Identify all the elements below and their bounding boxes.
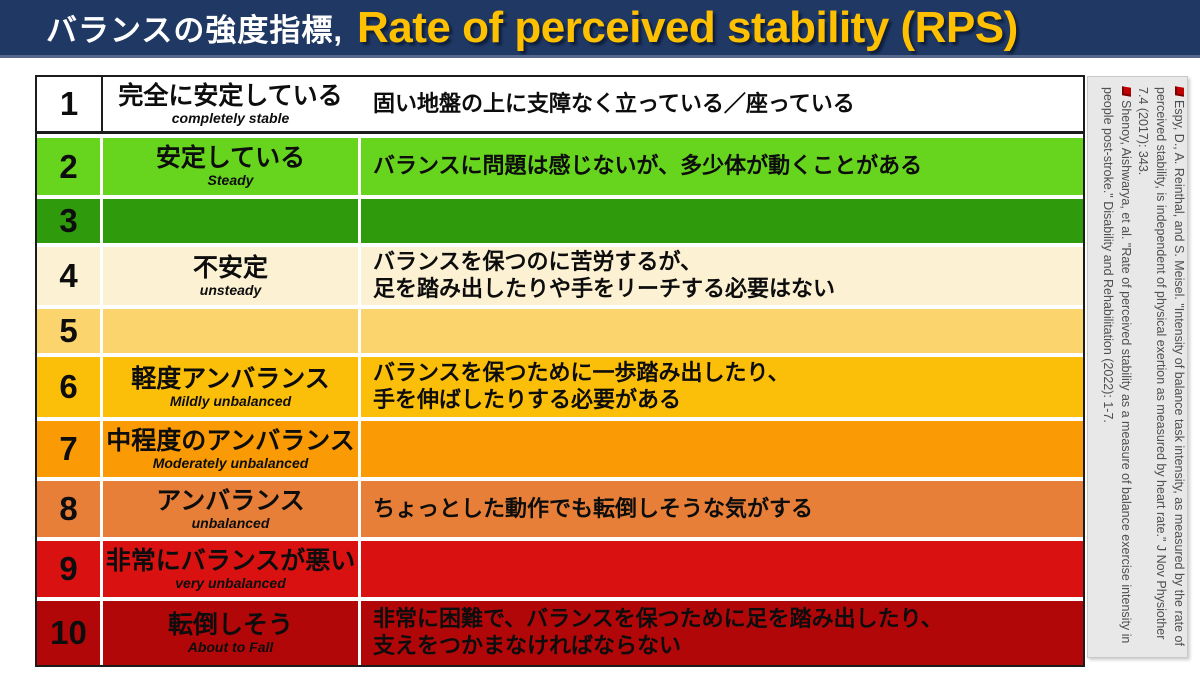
row-description: [361, 199, 1083, 243]
table-row: 5: [37, 309, 1083, 353]
citation-sidebar: Espy, D., A. Reinthal, and S. Meisel. "I…: [1087, 76, 1188, 658]
citation-bullet-icon: [1174, 86, 1184, 97]
row-score: 8: [37, 481, 103, 537]
page-title-english: Rate of perceived stability (RPS): [357, 2, 1018, 52]
row-label-jp: 軽度アンバランス: [131, 364, 330, 393]
row-score: 2: [37, 138, 103, 195]
row-description: 固い地盤の上に支障なく立っている／座っている: [373, 90, 855, 116]
row-label-en: About to Fall: [187, 638, 274, 655]
citation-entry: Shenoy, Aishwarya, et al. "Rate of perce…: [1098, 86, 1134, 647]
row-label-en: very unbalanced: [175, 574, 286, 591]
row-score: 5: [37, 309, 103, 353]
row-score: 7: [37, 421, 103, 477]
row-score: 10: [37, 601, 103, 665]
row-description: 非常に困難で、バランスを保つために足を踏み出したり、 支えをつかまなければならな…: [373, 606, 943, 658]
row-description: ちょっとした動作でも転倒しそうな気がする: [373, 495, 814, 521]
row-label-jp: 不安定: [192, 253, 268, 282]
citation-text-block: Espy, D., A. Reinthal, and S. Meisel. "I…: [1089, 86, 1187, 647]
row-label-en: Steady: [207, 172, 254, 189]
row-description: バランスを保つのに苦労するが、 足を踏み出したりや手をリーチする必要はない: [373, 249, 836, 301]
table-row: 8 アンバランス unbalanced ちょっとした動作でも転倒しそうな気がする: [37, 481, 1083, 537]
row-label-jp: アンバランス: [156, 486, 305, 515]
row-label-jp: 完全に安定している: [118, 81, 343, 110]
row-label-en: unbalanced: [191, 514, 270, 531]
table-row: 7 中程度のアンバランス Moderately unbalanced: [37, 421, 1083, 477]
row-label-en: completely stable: [171, 109, 290, 126]
citation-bullet-icon: [1121, 86, 1131, 97]
row-label-cell: 軽度アンバランス Mildly unbalanced: [103, 357, 361, 417]
row-description: [361, 309, 1083, 353]
row-label-en: unsteady: [199, 281, 262, 298]
row-label-cell: 転倒しそう About to Fall: [103, 601, 361, 665]
rps-table: 1 完全に安定している completely stable 固い地盤の上に支障な…: [35, 75, 1085, 667]
row-label-cell: 中程度のアンバランス Moderately unbalanced: [103, 421, 361, 477]
table-row: 6 軽度アンバランス Mildly unbalanced バランスを保つために一…: [37, 357, 1083, 417]
row-label-en: Mildly unbalanced: [169, 392, 292, 409]
row-score: 1: [37, 77, 103, 131]
row-label-cell: 不安定 unsteady: [103, 247, 361, 305]
row-score: 3: [37, 199, 103, 243]
row-label-cell: 安定している Steady: [103, 138, 361, 195]
row-description: バランスを保つために一歩踏み出したり、 手を伸ばしたりする必要がある: [373, 360, 790, 412]
row-label-cell: アンバランス unbalanced: [103, 481, 361, 537]
table-row: 1 完全に安定している completely stable 固い地盤の上に支障な…: [37, 77, 1083, 134]
row-label-cell: 完全に安定している completely stable: [103, 77, 361, 131]
page-title-japanese: バランスの強度指標,: [46, 13, 343, 48]
table-row: 4 不安定 unsteady バランスを保つのに苦労するが、 足を踏み出したりや…: [37, 247, 1083, 305]
table-row: 9 非常にバランスが悪い very unbalanced: [37, 541, 1083, 597]
row-label-cell: 非常にバランスが悪い very unbalanced: [103, 541, 361, 597]
row-description: [361, 541, 1083, 597]
table-row: 10 転倒しそう About to Fall 非常に困難で、バランスを保つために…: [37, 601, 1083, 665]
row-label-jp: 転倒しそう: [167, 610, 293, 639]
row-score: 4: [37, 247, 103, 305]
row-description: バランスに問題は感じないが、多少体が動くことがある: [373, 153, 923, 179]
row-description: [361, 421, 1083, 477]
row-label-jp: 安定している: [155, 144, 306, 173]
row-label-jp: 中程度のアンバランス: [106, 426, 355, 455]
row-label-en: Moderately unbalanced: [152, 454, 309, 471]
row-label-cell: [103, 309, 361, 353]
citation-text: Shenoy, Aishwarya, et al. "Rate of perce…: [1100, 87, 1133, 644]
row-score: 6: [37, 357, 103, 417]
citation-text: Espy, D., A. Reinthal, and S. Meisel. "I…: [1136, 87, 1186, 646]
header-bar: バランスの強度指標, Rate of perceived stability (…: [0, 0, 1200, 58]
row-label-jp: 非常にバランスが悪い: [105, 546, 356, 575]
row-score: 9: [37, 541, 103, 597]
table-row: 2 安定している Steady バランスに問題は感じないが、多少体が動くことがあ…: [37, 138, 1083, 195]
citation-entry: Espy, D., A. Reinthal, and S. Meisel. "I…: [1133, 86, 1186, 647]
row-label-cell: [103, 199, 361, 243]
table-row: 3: [37, 199, 1083, 243]
